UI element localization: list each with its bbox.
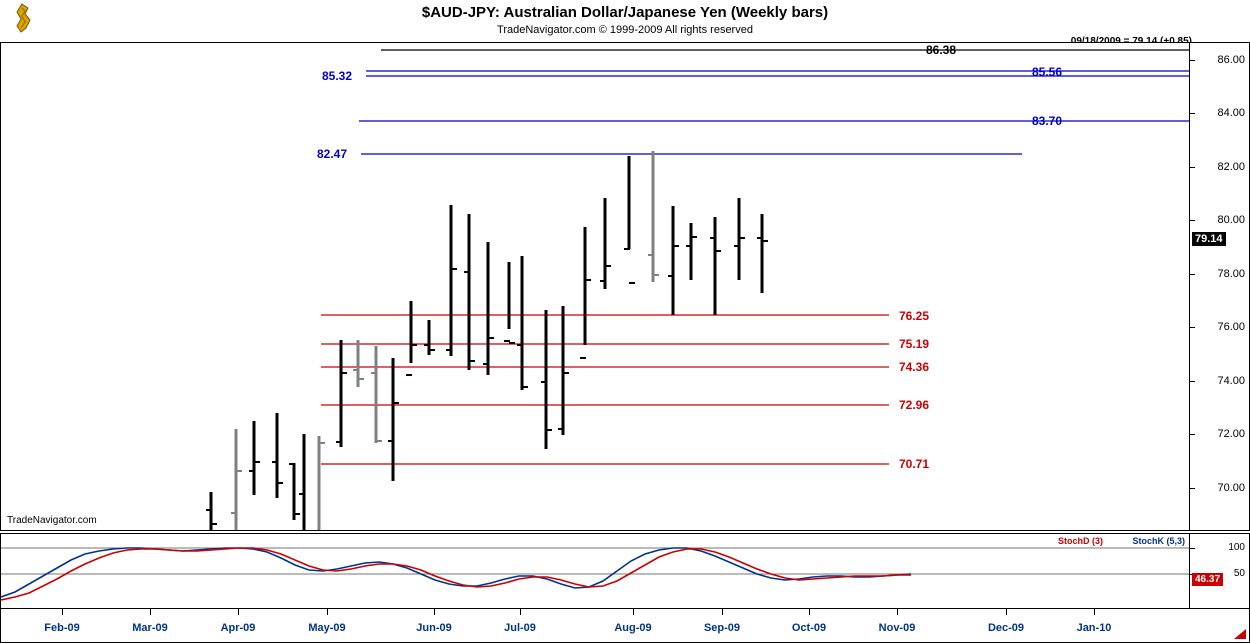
price-pane[interactable]: 86.38 85.56 85.32 83.70 82.47 76.25 75.1… [0, 42, 1190, 531]
level-label-74-36: 74.36 [899, 360, 930, 374]
stoch-tick-50: 50 [1233, 568, 1245, 579]
x-label-nov-09: Nov-09 [878, 622, 916, 634]
level-label-72-96: 72.96 [899, 398, 930, 412]
y-tick-84: 84.00 [1217, 107, 1245, 119]
level-label-86-38: 86.38 [926, 43, 957, 57]
y-tick-76: 76.00 [1217, 321, 1245, 333]
x-label-feb-09: Feb-09 [44, 622, 80, 634]
stoch-tick-100: 100 [1228, 542, 1245, 553]
level-label-75-19: 75.19 [899, 337, 930, 351]
x-label-apr-09: Apr-09 [220, 622, 256, 634]
y-tick-78: 78.00 [1217, 268, 1245, 280]
y-tick-80: 80.00 [1217, 214, 1245, 226]
x-label-oct-09: Oct-09 [791, 622, 827, 634]
level-label-70-71: 70.71 [899, 457, 930, 471]
x-label-jun-09: Jun-09 [416, 622, 452, 634]
app-logo-icon [8, 2, 38, 36]
stoch-last-badge: 46.37 [1192, 573, 1224, 586]
stochastic-axis: 100 50 [1190, 533, 1250, 609]
legend-stochd: StochD (3) [1058, 536, 1103, 546]
last-quote-readout: 09/18/2009 = 79.14 (+0.85) [1071, 36, 1192, 47]
level-label-76-25: 76.25 [899, 309, 930, 323]
stochastic-pane[interactable]: StochD (3) StochK (5,3) [0, 533, 1190, 609]
resize-grip-icon[interactable] [1232, 627, 1248, 641]
x-label-jan-10: Jan-10 [1076, 622, 1112, 634]
x-label-sep-09: Sep-09 [703, 622, 741, 634]
y-tick-70: 70.00 [1217, 482, 1245, 494]
page-title: $AUD-JPY: Australian Dollar/Japanese Yen… [421, 4, 829, 21]
y-tick-82: 82.00 [1217, 161, 1245, 173]
stochastic-plot [1, 547, 1189, 601]
price-plot [206, 49, 1189, 530]
copyright-subtitle: TradeNavigator.com © 1999-2009 All right… [497, 24, 753, 36]
y-tick-74: 74.00 [1217, 375, 1245, 387]
time-axis [0, 609, 1250, 643]
level-label-82-47: 82.47 [317, 147, 348, 161]
x-label-mar-09: Mar-09 [132, 622, 168, 634]
y-tick-72: 72.00 [1217, 428, 1245, 440]
last-price-badge: 79.14 [1192, 232, 1226, 246]
level-label-83-70: 83.70 [1032, 114, 1063, 128]
y-tick-86: 86.00 [1217, 54, 1245, 66]
legend-stochk: StochK (5,3) [1132, 536, 1185, 546]
level-label-85-56: 85.56 [1032, 65, 1063, 79]
x-label-dec-09: Dec-09 [987, 622, 1025, 634]
x-label-may-09: May-09 [308, 622, 346, 634]
watermark-text: TradeNavigator.com [7, 515, 97, 526]
x-label-aug-09: Aug-09 [614, 622, 652, 634]
level-label-85-32: 85.32 [322, 69, 353, 83]
price-axis: 86.00 84.00 82.00 80.00 78.00 76.00 74.0… [1190, 42, 1250, 531]
x-label-jul-09: Jul-09 [504, 622, 536, 634]
